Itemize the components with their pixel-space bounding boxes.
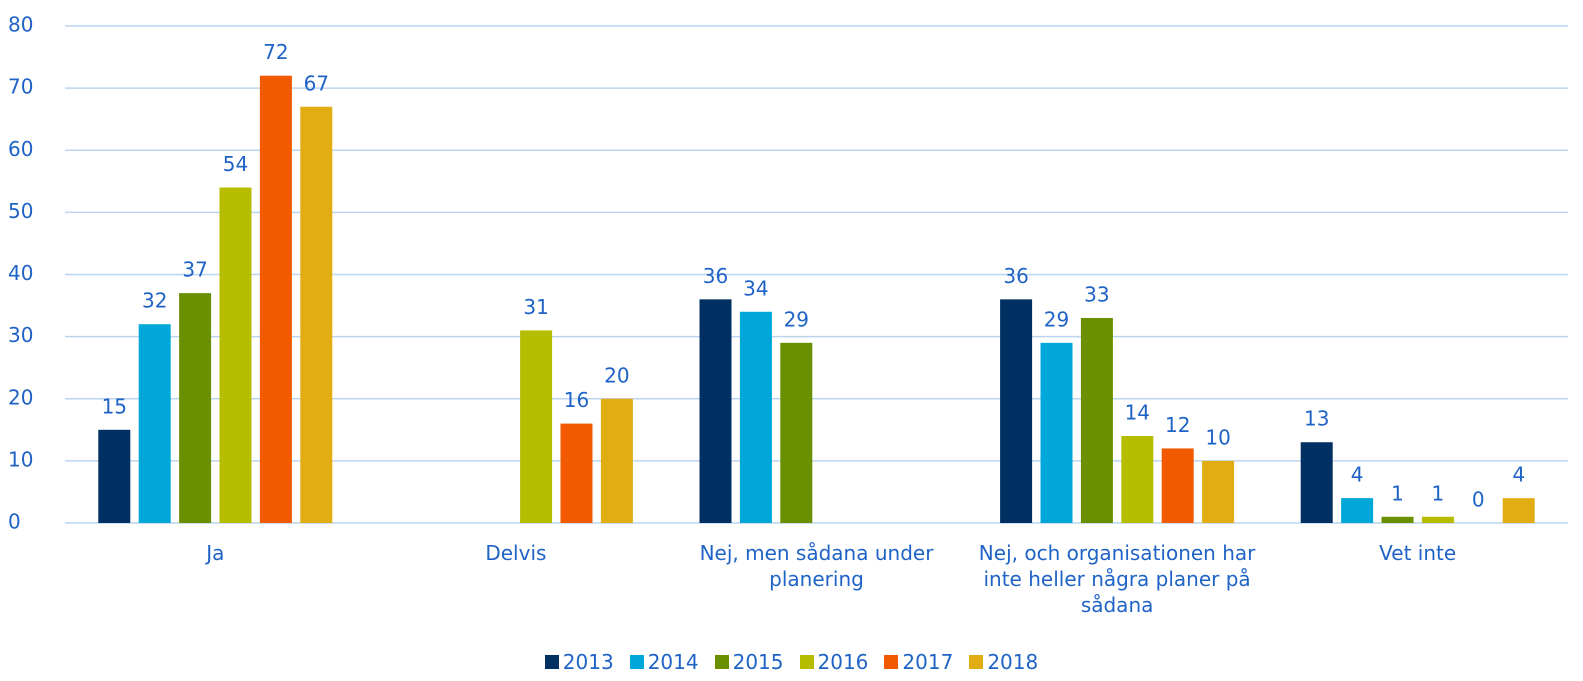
bar [1300, 442, 1333, 523]
data-label: 31 [523, 295, 548, 319]
data-label: 20 [604, 363, 629, 387]
data-label: 29 [784, 307, 809, 331]
bar [1341, 498, 1374, 523]
legend-label: 2015 [732, 650, 784, 674]
legend-swatch [629, 655, 644, 669]
legend-label: 2018 [987, 650, 1039, 674]
data-label: 0 [1472, 488, 1485, 512]
legend-swatch [544, 655, 559, 669]
legend-item: 2015 [714, 650, 784, 674]
bar [219, 187, 252, 523]
data-label: 1 [1432, 481, 1445, 505]
data-label: 4 [1351, 463, 1364, 487]
data-label: 32 [142, 289, 167, 313]
x-tick-label: Vet inte [1379, 541, 1457, 565]
data-label: 36 [1003, 264, 1028, 288]
data-label: 4 [1512, 463, 1525, 487]
legend-item: 2013 [544, 650, 614, 674]
x-tick-label: Nej, men sådana under planering [699, 541, 934, 591]
bar [780, 342, 813, 523]
y-tick-label: 70 [8, 75, 33, 99]
data-label: 16 [564, 388, 589, 412]
legend-label: 2017 [902, 650, 954, 674]
y-tick-label: 80 [8, 13, 33, 37]
bar [739, 311, 772, 523]
bar [1080, 317, 1113, 523]
data-label: 13 [1304, 407, 1329, 431]
data-label: 29 [1044, 307, 1069, 331]
legend-item: 2017 [884, 650, 953, 674]
legend-item: 2016 [799, 650, 869, 674]
bar [259, 75, 292, 523]
y-tick-label: 0 [8, 510, 21, 534]
bar [138, 324, 171, 523]
bar [1161, 448, 1194, 523]
bar [1421, 516, 1454, 523]
x-tick-label: Delvis [485, 541, 547, 565]
legend-item: 2018 [969, 650, 1038, 674]
bar [1381, 516, 1414, 523]
bar [699, 299, 732, 523]
legend-swatch [884, 655, 899, 669]
bar [98, 429, 131, 523]
x-tick-label: Nej, och organisationen har inte heller … [978, 541, 1256, 617]
data-label: 12 [1165, 413, 1190, 437]
legend-label: 2014 [647, 650, 699, 674]
bar [1502, 498, 1535, 523]
bar [1000, 299, 1033, 523]
data-label: 14 [1125, 401, 1150, 425]
data-label: 15 [102, 394, 127, 418]
y-tick-label: 30 [8, 323, 33, 347]
bar [1202, 460, 1235, 523]
y-tick-label: 20 [8, 385, 33, 409]
data-label: 37 [182, 258, 207, 282]
bar [300, 106, 333, 523]
legend-label: 2016 [817, 650, 869, 674]
bar [1040, 342, 1073, 523]
data-label: 54 [223, 152, 248, 176]
data-label: 72 [263, 40, 288, 64]
y-tick-label: 60 [8, 137, 33, 161]
legend-label: 2013 [562, 650, 614, 674]
data-label: 34 [743, 276, 768, 300]
data-label: 36 [703, 264, 728, 288]
legend-swatch [799, 655, 814, 669]
y-tick-label: 10 [8, 447, 33, 471]
legend-swatch [969, 655, 984, 669]
x-tick-label: Ja [206, 541, 225, 565]
legend-swatch [714, 655, 729, 669]
legend: 2013 2014 2015 2016 2017 2018 [0, 650, 1583, 674]
bar [1121, 436, 1154, 523]
y-tick-label: 40 [8, 261, 33, 285]
bar [520, 330, 553, 523]
bar [179, 293, 212, 523]
bar [560, 423, 593, 523]
data-label: 33 [1084, 282, 1109, 306]
legend-item: 2014 [629, 650, 699, 674]
y-tick-label: 50 [8, 199, 33, 223]
data-label: 67 [304, 71, 329, 95]
bar [600, 398, 633, 523]
data-label: 10 [1205, 425, 1230, 449]
data-label: 1 [1391, 481, 1404, 505]
